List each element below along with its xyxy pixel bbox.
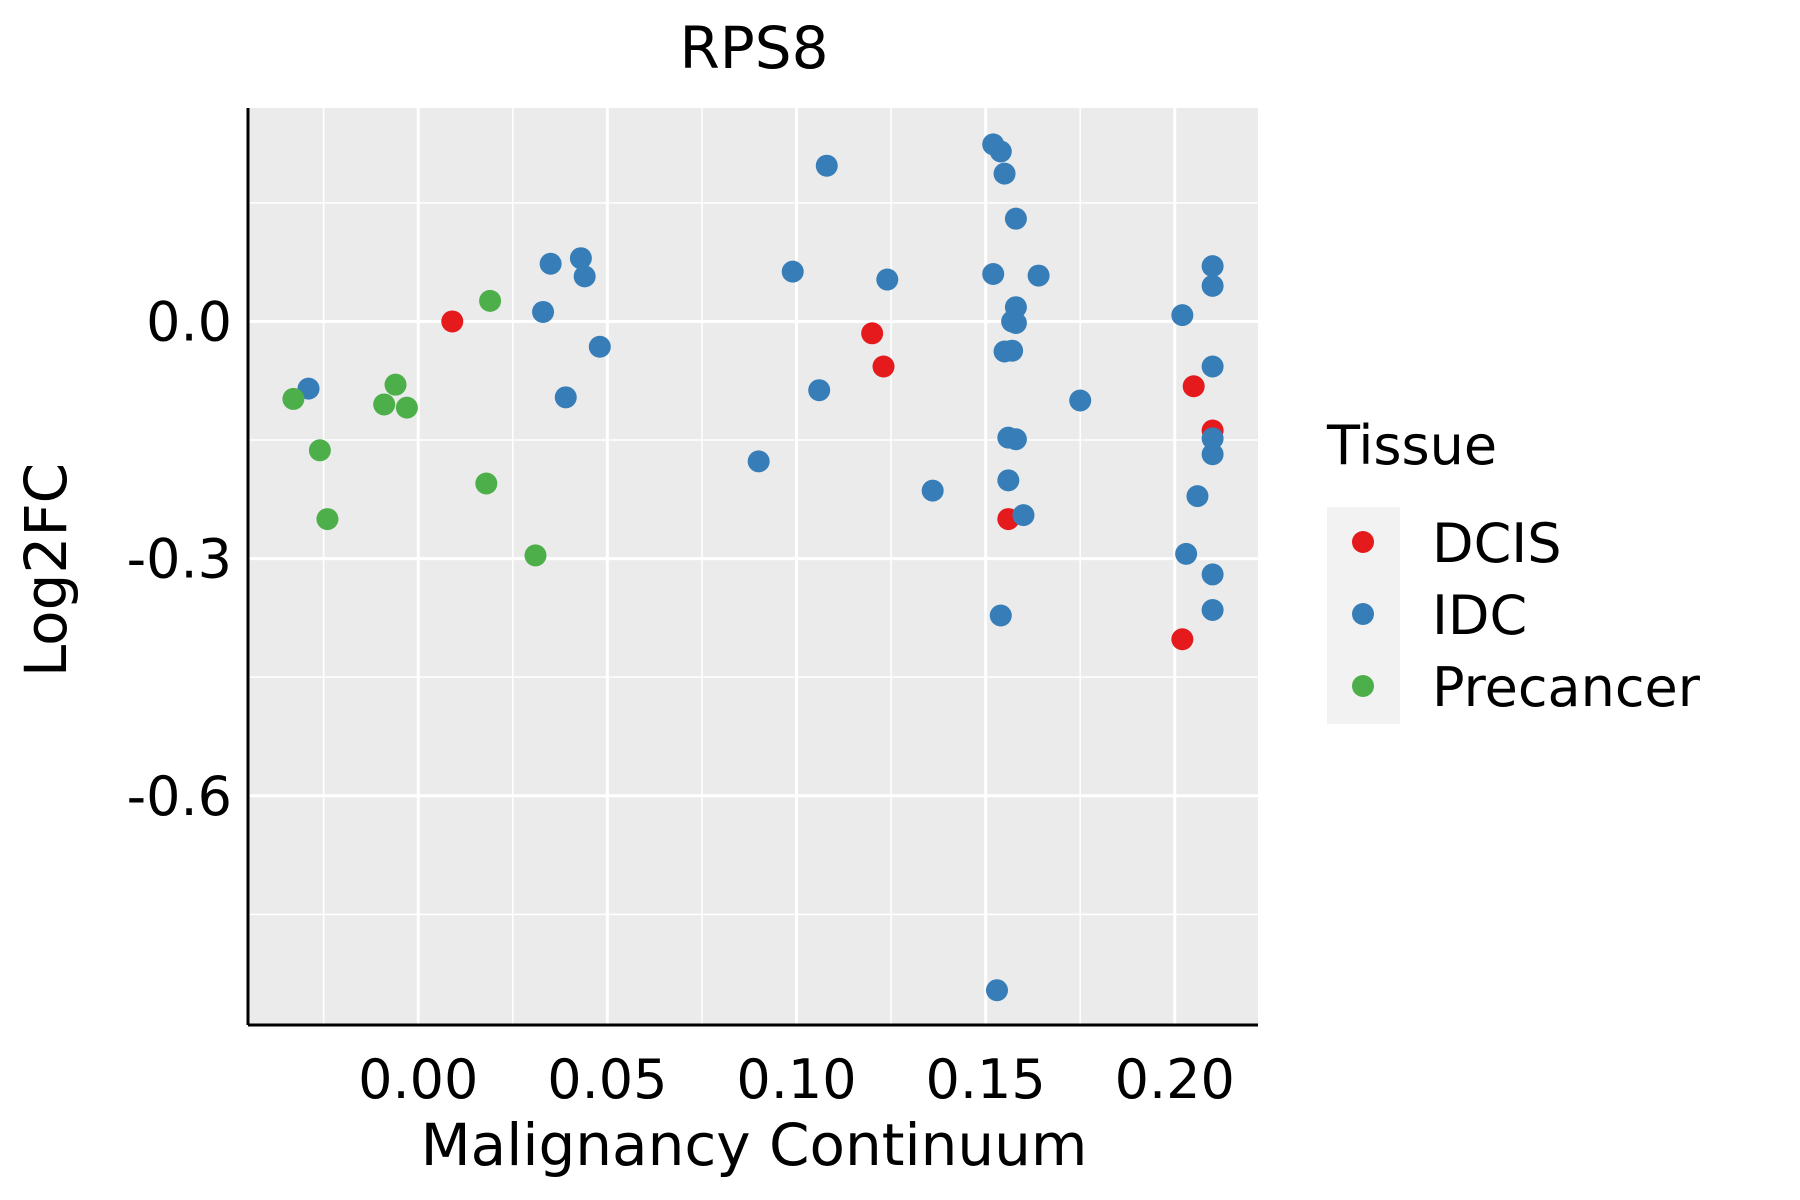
x-axis-title: Malignancy Continuum <box>421 1111 1088 1179</box>
data-point-dcis <box>1171 628 1194 651</box>
data-point-idc <box>588 335 611 358</box>
data-point-precancer <box>308 439 331 462</box>
legend-label-precancer: Precancer <box>1432 656 1701 719</box>
y-tick-label: -0.6 <box>127 765 232 828</box>
data-point-idc <box>989 604 1012 627</box>
data-point-idc <box>1201 443 1224 466</box>
data-point-idc <box>808 379 831 402</box>
data-point-idc <box>1201 355 1224 378</box>
data-point-idc <box>781 260 804 283</box>
data-point-idc <box>569 247 592 270</box>
data-point-dcis <box>872 355 895 378</box>
y-tick-label: -0.3 <box>127 528 232 591</box>
y-axis-title: Log2FC <box>12 463 80 677</box>
data-point-dcis <box>441 310 464 333</box>
data-point-idc <box>1004 428 1027 451</box>
x-tick-label: 0.05 <box>547 1048 667 1111</box>
data-point-idc <box>1201 598 1224 621</box>
grid-major <box>248 108 1258 1025</box>
data-point-dcis <box>861 322 884 345</box>
legend-key-dcis <box>1352 531 1374 553</box>
legend-title: Tissue <box>1326 414 1497 477</box>
x-tick-label: 0.15 <box>926 1048 1046 1111</box>
data-points <box>282 133 1224 1002</box>
data-point-precancer <box>479 289 502 312</box>
x-tick-label: 0.10 <box>736 1048 856 1111</box>
data-point-idc <box>1201 274 1224 297</box>
data-point-precancer <box>475 472 498 495</box>
y-tick-label: 0.0 <box>146 290 232 353</box>
x-tick-label: 0.00 <box>358 1048 478 1111</box>
y-axis-ticks: 0.0 -0.3 -0.6 <box>127 290 232 827</box>
data-point-precancer <box>395 396 418 419</box>
data-point-dcis <box>1182 375 1205 398</box>
data-point-idc <box>1201 427 1224 450</box>
data-point-idc <box>554 386 577 409</box>
data-point-idc <box>1069 389 1092 412</box>
data-point-idc <box>989 140 1012 163</box>
data-point-idc <box>921 479 944 502</box>
data-point-precancer <box>384 373 407 396</box>
data-point-idc <box>573 265 596 288</box>
data-point-idc <box>1004 312 1027 335</box>
data-point-idc <box>1175 542 1198 565</box>
data-point-idc <box>1171 304 1194 327</box>
legend-key-precancer <box>1352 675 1374 697</box>
data-point-precancer <box>316 508 339 531</box>
data-point-idc <box>539 252 562 275</box>
legend-label-dcis: DCIS <box>1432 512 1562 575</box>
x-tick-label: 0.20 <box>1115 1048 1235 1111</box>
plot-panel <box>248 108 1258 1025</box>
data-point-idc <box>1186 485 1209 508</box>
data-point-idc <box>982 263 1005 286</box>
data-point-idc <box>747 450 770 473</box>
legend-key-idc <box>1352 603 1374 625</box>
data-point-idc <box>1004 207 1027 230</box>
legend-entries: DCIS IDC Precancer <box>1352 512 1701 719</box>
data-point-idc <box>815 154 838 177</box>
legend-label-idc: IDC <box>1432 584 1527 647</box>
x-axis-ticks: 0.00 0.05 0.10 0.15 0.20 <box>358 1048 1235 1111</box>
data-point-precancer <box>524 544 547 567</box>
data-point-idc <box>876 268 899 291</box>
data-point-precancer <box>373 393 396 416</box>
data-point-idc <box>1201 563 1224 586</box>
grid-minor <box>248 108 1258 1025</box>
data-point-idc <box>985 979 1008 1002</box>
chart-title: RPS8 <box>680 14 829 82</box>
data-point-idc <box>997 469 1020 492</box>
legend: Tissue DCIS IDC Precancer <box>1326 414 1701 724</box>
data-point-idc <box>1012 504 1035 527</box>
data-point-idc <box>1001 339 1024 362</box>
data-point-idc <box>993 162 1016 185</box>
data-point-idc <box>532 300 555 323</box>
data-point-precancer <box>282 387 305 410</box>
data-point-idc <box>1201 255 1224 278</box>
data-point-idc <box>1027 264 1050 287</box>
